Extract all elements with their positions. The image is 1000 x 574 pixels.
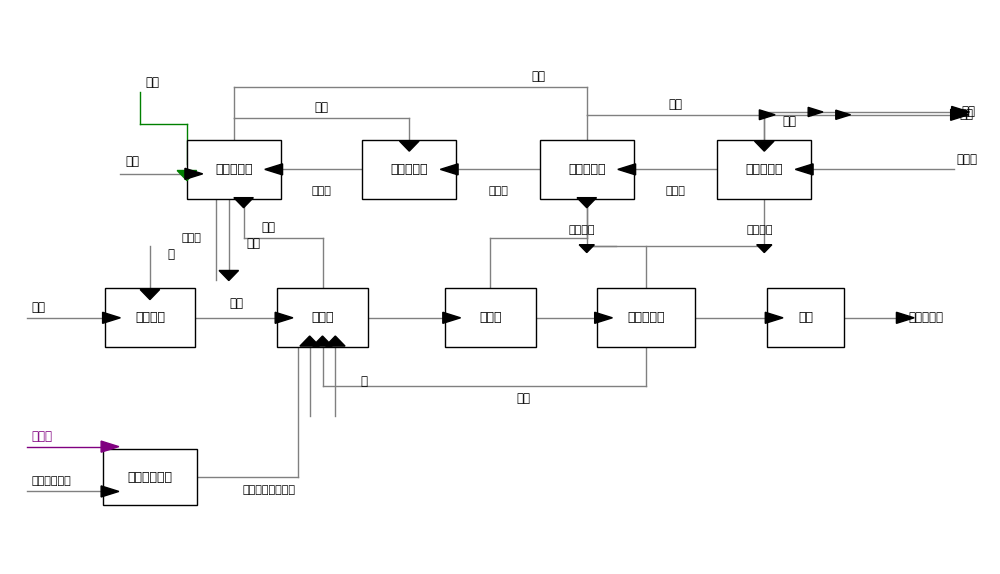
Polygon shape [443,312,461,323]
Polygon shape [595,312,612,323]
Text: 尾气: 尾气 [246,237,260,250]
Text: 工艺水: 工艺水 [32,430,53,443]
Text: 尾气: 尾气 [315,101,329,114]
Polygon shape [579,245,594,253]
Text: 尾气洗涤器: 尾气洗涤器 [391,163,428,176]
Text: 除尘洗涤: 除尘洗涤 [746,224,773,235]
Text: 排空: 排空 [962,106,976,118]
Bar [767,288,844,347]
Polygon shape [103,312,120,323]
Polygon shape [185,168,203,180]
Text: 尾气: 尾气 [669,98,683,111]
Polygon shape [577,197,597,208]
Bar [277,288,368,347]
Polygon shape [440,164,458,175]
Polygon shape [101,486,119,497]
Text: 干燥洗涤器: 干燥洗涤器 [568,163,606,176]
Text: 尾气: 尾气 [261,222,275,234]
Polygon shape [952,106,969,118]
Bar [597,288,695,347]
Bar [105,288,195,347]
Polygon shape [300,336,319,346]
Text: 硫酸: 硫酸 [145,76,159,89]
Polygon shape [951,109,968,121]
Text: 尾气: 尾气 [782,115,796,128]
Polygon shape [896,312,914,323]
Bar [445,288,536,347]
Polygon shape [757,245,772,253]
Text: 筛分、破碎: 筛分、破碎 [627,311,665,324]
Text: 最终洗涤器: 最终洗涤器 [746,163,783,176]
Text: 洗涤液: 洗涤液 [181,233,201,243]
Polygon shape [219,270,239,281]
Polygon shape [234,197,253,208]
Polygon shape [759,110,775,120]
Bar [362,140,456,199]
Polygon shape [795,164,813,175]
Text: 除尘洗涤: 除尘洗涤 [569,224,595,235]
Text: 腐植酸着色剂溶液: 腐植酸着色剂溶液 [243,485,296,495]
Polygon shape [836,110,851,119]
Text: 氨: 氨 [168,249,175,261]
Polygon shape [177,170,197,181]
Text: 造粒洗涤器: 造粒洗涤器 [215,163,253,176]
Text: 工艺水: 工艺水 [957,153,978,166]
Text: 混合、溢流槽: 混合、溢流槽 [127,471,172,484]
Text: 氨: 氨 [360,375,367,388]
Polygon shape [275,312,293,323]
Text: 料浆: 料浆 [229,297,243,311]
Text: 腐植酸着色剂: 腐植酸着色剂 [32,476,71,486]
Bar [103,449,197,506]
Polygon shape [808,107,823,117]
Polygon shape [400,141,419,151]
Text: 洗涤液: 洗涤液 [312,185,331,196]
Bar [717,140,811,199]
Polygon shape [313,336,332,346]
Bar [187,140,281,199]
Text: 排空: 排空 [960,108,974,121]
Text: 磷酸: 磷酸 [32,301,46,314]
Polygon shape [265,164,283,175]
Text: 干燥机: 干燥机 [479,311,501,324]
Polygon shape [101,441,119,452]
Text: 造粒机: 造粒机 [311,311,334,324]
Text: 磷酸: 磷酸 [125,155,139,168]
Bar [540,140,634,199]
Text: 成品去包装: 成品去包装 [908,311,943,324]
Polygon shape [140,289,160,300]
Text: 尾气: 尾气 [531,70,545,83]
Text: 洗涤液: 洗涤液 [666,185,685,196]
Text: 包裹: 包裹 [798,311,813,324]
Text: 返料: 返料 [517,392,531,405]
Polygon shape [326,336,345,346]
Polygon shape [765,312,783,323]
Text: 预中和槽: 预中和槽 [135,311,165,324]
Polygon shape [618,164,636,175]
Text: 洗涤液: 洗涤液 [488,185,508,196]
Polygon shape [755,141,774,151]
